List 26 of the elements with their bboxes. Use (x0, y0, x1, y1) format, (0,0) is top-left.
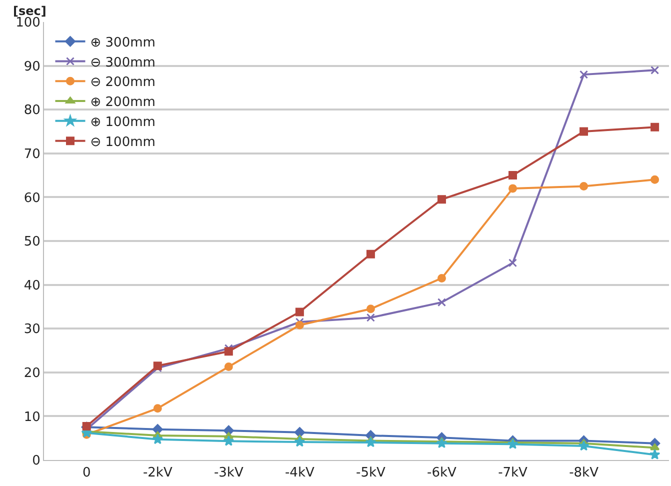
y-tick-label: 100 (16, 16, 40, 31)
x-tick-label: -5kV (356, 466, 386, 481)
legend-label: ⊕ 300mm (90, 35, 156, 50)
legend-label: ⊖ 300mm (90, 55, 156, 70)
y-axis-title: [sec] (13, 4, 46, 18)
x-tick-label: -2kV (142, 466, 172, 481)
x-tick-label: -8kV (569, 466, 599, 481)
x-tick-label: -6kV (427, 466, 457, 481)
x-tick-label: -3kV (214, 466, 244, 481)
y-tick-label: 50 (24, 234, 40, 250)
y-tick-label: 30 (24, 322, 40, 338)
y-tick-label: 70 (24, 146, 40, 162)
y-tick-label: 0 (32, 454, 40, 469)
y-tick-label: 60 (24, 190, 40, 206)
y-tick-label: 90 (24, 59, 40, 74)
y-tick-label: 80 (24, 103, 40, 118)
y-tick-label: 10 (24, 410, 40, 425)
legend-label: ⊕ 100mm (90, 115, 156, 130)
y-tick-label: 20 (24, 366, 40, 381)
x-tick-label: -4kV (284, 466, 314, 481)
legend-label: ⊕ 200mm (90, 95, 156, 110)
y-tick-label: 40 (24, 278, 40, 294)
x-tick-label: 0 (82, 466, 91, 481)
legend-label: ⊖ 200mm (90, 75, 156, 90)
x-tick-label: -7kV (498, 466, 528, 481)
legend-label: ⊖ 100mm (90, 134, 156, 150)
